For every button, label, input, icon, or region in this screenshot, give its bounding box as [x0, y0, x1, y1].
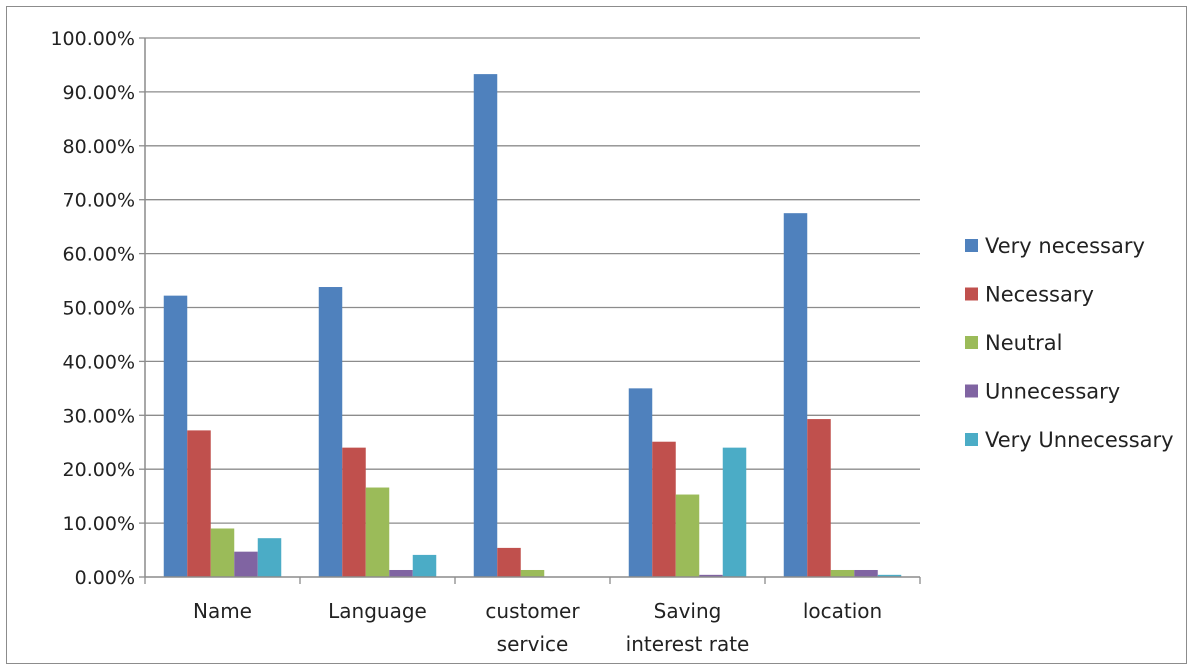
bar: [854, 569, 878, 577]
bar: [187, 430, 211, 577]
bar: [342, 447, 366, 577]
y-tick-label: 10.00%: [63, 513, 135, 535]
legend-swatch: [965, 433, 978, 446]
legend-label: Unnecessary: [985, 380, 1120, 404]
x-tick-label: customer service: [485, 599, 580, 656]
y-tick-label: 0.00%: [75, 567, 135, 589]
bar: [365, 487, 390, 577]
bar: [628, 388, 653, 577]
legend: Very necessary Necessary Neutral Unnecessar…: [965, 234, 1174, 452]
x-tick-label: location: [803, 599, 882, 623]
bar: [877, 574, 902, 577]
bar: [520, 569, 545, 577]
axes: [139, 37, 921, 584]
legend-label: Very necessary: [985, 234, 1145, 258]
legend-label: Necessary: [985, 283, 1094, 307]
x-tick-label: Saving interest rate: [626, 599, 750, 656]
bar: [234, 551, 258, 577]
legend-swatch: [965, 336, 978, 349]
x-tick-label: Language: [328, 599, 427, 623]
bar: [830, 569, 855, 577]
bar: [473, 74, 498, 577]
bar: [497, 547, 521, 577]
legend-swatch: [965, 239, 978, 252]
bar: [163, 295, 188, 577]
y-tick-label: 20.00%: [63, 459, 135, 481]
y-tick-label: 90.00%: [63, 82, 135, 104]
bar: [652, 441, 676, 577]
bar: [807, 419, 831, 577]
bar: [783, 213, 808, 578]
legend-swatch: [965, 287, 978, 301]
y-tick-label: 50.00%: [63, 298, 135, 320]
legend-label: Neutral: [985, 331, 1063, 355]
legend-swatch: [965, 384, 978, 398]
y-tick-label: 100.00%: [50, 28, 135, 50]
bar: [318, 287, 343, 577]
x-tick-label: Name: [193, 599, 252, 623]
x-tick-labels: Name Language customer service Saving interes…: [193, 599, 882, 656]
bar: [257, 538, 282, 577]
y-tick-label: 40.00%: [63, 351, 135, 373]
bar: [675, 494, 700, 577]
y-tick-label: 70.00%: [63, 190, 135, 212]
bar: [699, 574, 723, 577]
bar: [210, 528, 235, 577]
bar: [412, 554, 437, 577]
bar: [389, 569, 413, 577]
y-tick-label: 30.00%: [63, 405, 135, 427]
y-tick-label: 80.00%: [63, 136, 135, 158]
y-tick-label: 60.00%: [63, 244, 135, 266]
legend-label: Very Unnecessary: [985, 428, 1174, 452]
bar: [722, 447, 747, 577]
y-tick-labels: 0.00% 10.00% 20.00% 30.00% 40.00% 50.00% 60.00…: [50, 28, 135, 589]
bars: [163, 74, 902, 578]
